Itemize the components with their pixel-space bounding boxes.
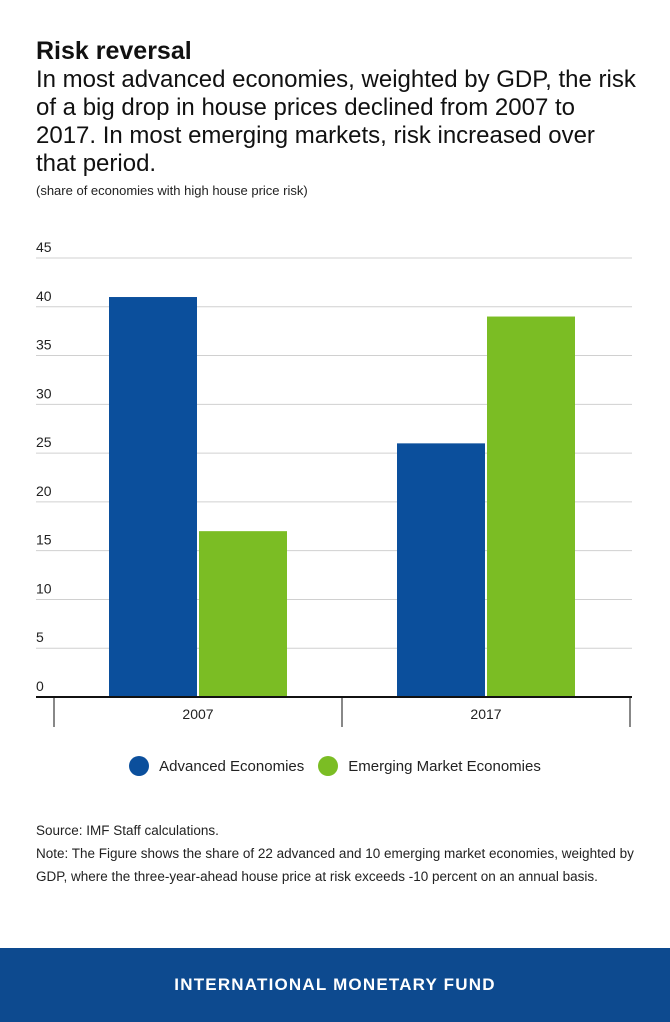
footer-label: INTERNATIONAL MONETARY FUND [174,975,496,994]
bar [397,443,485,697]
bar-chart: 0 5 10 15 20 25 30 35 40 45 2007 2017 [36,239,632,727]
bar [109,297,197,697]
bar [487,316,575,697]
chart-notes: Source: IMF Staff calculations. Note: Th… [36,819,636,888]
legend-item-advanced: Advanced Economies [129,756,304,776]
footer-banner: INTERNATIONAL MONETARY FUND [0,948,670,1022]
y-tick-label: 0 [36,678,44,694]
legend-swatch-advanced [129,756,150,776]
x-tick-label: 2017 [470,706,501,722]
y-tick-label: 20 [36,483,52,499]
chart-subtitle: In most advanced economies, weighted by … [36,66,636,177]
figure-note: Note: The Figure shows the share of 22 a… [36,846,634,884]
y-tick-label: 5 [36,629,44,645]
legend-swatch-emerging [318,756,339,776]
legend-label-emerging: Emerging Market Economies [348,757,541,775]
y-tick-label: 30 [36,385,52,401]
y-tick-label: 10 [36,580,52,596]
chart-title: Risk reversal [36,37,192,65]
y-tick-label: 15 [36,532,52,548]
legend-item-emerging: Emerging Market Economies [318,756,541,776]
bar [199,531,287,697]
source-note: Source: IMF Staff calculations. [36,823,219,838]
y-tick-label: 35 [36,337,52,353]
units-label: (share of economies with high house pric… [36,183,308,198]
y-tick-label: 40 [36,288,52,304]
y-tick-label: 45 [36,239,52,255]
chart-legend: Advanced Economies Emerging Market Econo… [0,756,670,776]
x-tick-label: 2007 [182,706,213,722]
y-tick-label: 25 [36,434,52,450]
legend-label-advanced: Advanced Economies [159,757,305,775]
